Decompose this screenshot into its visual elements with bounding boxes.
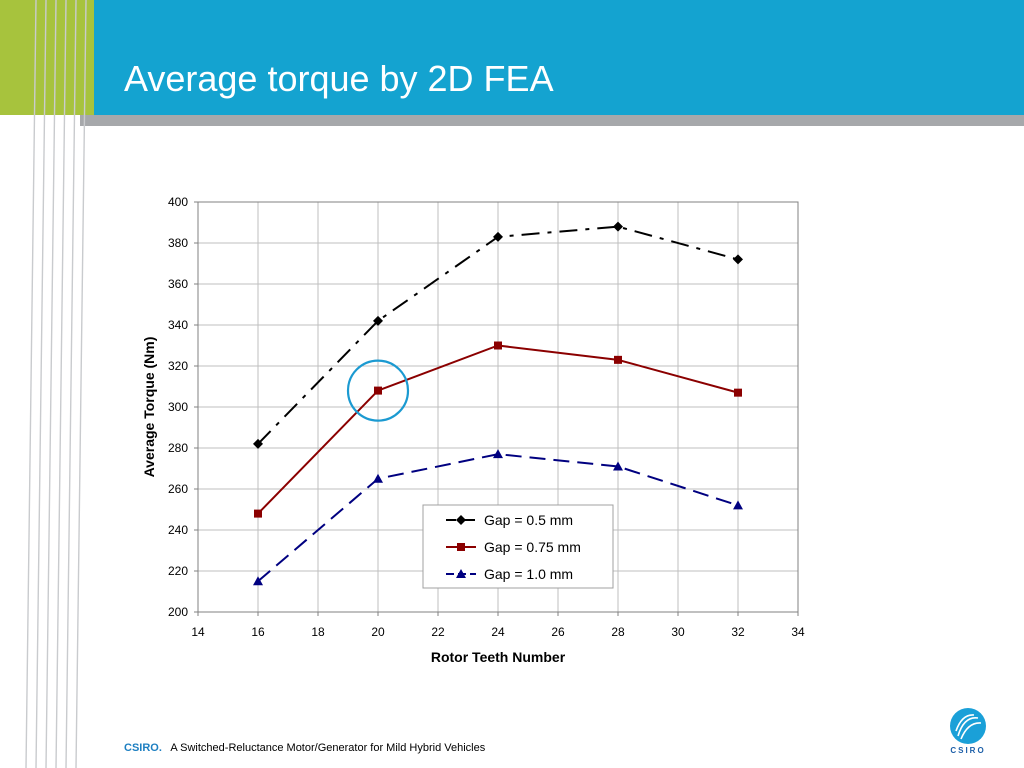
data-point — [254, 509, 262, 518]
x-tick-label: 20 — [371, 625, 385, 639]
y-tick-label: 240 — [168, 523, 188, 537]
series-3 — [253, 449, 743, 586]
legend-entry: Gap = 0.75 mm — [446, 539, 581, 555]
x-tick-label: 26 — [551, 625, 565, 639]
data-point — [494, 341, 502, 350]
y-tick-label: 380 — [168, 236, 188, 250]
y-tick-label: 220 — [168, 564, 188, 578]
y-tick-label: 320 — [168, 359, 188, 373]
header-underline-grey — [80, 115, 1024, 126]
series-2 — [254, 341, 742, 518]
legend-marker — [457, 543, 465, 551]
data-point — [374, 386, 382, 395]
x-tick-label: 34 — [791, 625, 805, 639]
y-axis-title: Average Torque (Nm) — [141, 337, 157, 478]
x-axis-title: Rotor Teeth Number — [431, 649, 566, 665]
data-point — [253, 438, 263, 449]
legend-entry: Gap = 0.5 mm — [446, 512, 573, 528]
y-tick-label: 200 — [168, 605, 188, 619]
decorative-vertical-lines — [25, 0, 87, 768]
legend-label: Gap = 1.0 mm — [484, 566, 573, 582]
data-point — [613, 461, 623, 471]
chart-annotations — [346, 359, 410, 422]
x-tick-label: 28 — [611, 625, 625, 639]
chart-legend: Gap = 0.5 mm Gap = 0.75 mm Gap = 1.0 mm — [422, 504, 614, 589]
csiro-logo-icon — [950, 708, 986, 744]
y-tick-label: 300 — [168, 400, 188, 414]
data-point — [613, 221, 623, 232]
chart-series — [253, 221, 743, 586]
y-tick-label: 260 — [168, 482, 188, 496]
series-1 — [253, 221, 743, 449]
slide-title: Average torque by 2D FEA — [124, 58, 554, 99]
legend-box — [422, 504, 614, 589]
legend-label: Gap = 0.75 mm — [484, 539, 581, 555]
legend-marker — [456, 515, 466, 525]
header-bar — [0, 0, 1024, 115]
x-tick-label: 24 — [491, 625, 505, 639]
footer-text: A Switched-Reluctance Motor/Generator fo… — [170, 742, 486, 754]
header-accent-green — [0, 0, 94, 115]
data-point — [253, 576, 263, 586]
data-point — [373, 315, 383, 326]
data-point — [733, 500, 743, 510]
legend-marker — [456, 569, 466, 578]
footer: CSIRO. A Switched-Reluctance Motor/Gener… — [124, 742, 485, 754]
csiro-logo: CSIRO — [944, 706, 992, 758]
x-tick-label: 18 — [311, 625, 325, 639]
axis-ticks: 200 220 240 260 280 300 320 340 360 380 400 14 16 18 2… — [168, 195, 805, 639]
data-point — [733, 254, 743, 265]
csiro-logo-text: CSIRO — [950, 746, 986, 755]
data-point — [614, 355, 622, 364]
y-tick-label: 360 — [168, 277, 188, 291]
x-tick-label: 32 — [731, 625, 745, 639]
data-point — [373, 473, 383, 483]
highlight-circle — [346, 359, 410, 422]
y-tick-label: 280 — [168, 441, 188, 455]
y-tick-label: 400 — [168, 195, 188, 209]
data-point — [493, 449, 503, 459]
x-tick-label: 22 — [431, 625, 445, 639]
data-point — [734, 388, 742, 397]
x-tick-label: 16 — [251, 625, 265, 639]
legend-label: Gap = 0.5 mm — [484, 512, 573, 528]
x-tick-label: 30 — [671, 625, 685, 639]
data-point — [493, 231, 503, 242]
x-tick-label: 14 — [191, 625, 205, 639]
series-line — [257, 453, 739, 583]
y-tick-label: 340 — [168, 318, 188, 332]
legend-entry: Gap = 1.0 mm — [446, 566, 573, 582]
footer-brand: CSIRO. — [124, 742, 162, 754]
